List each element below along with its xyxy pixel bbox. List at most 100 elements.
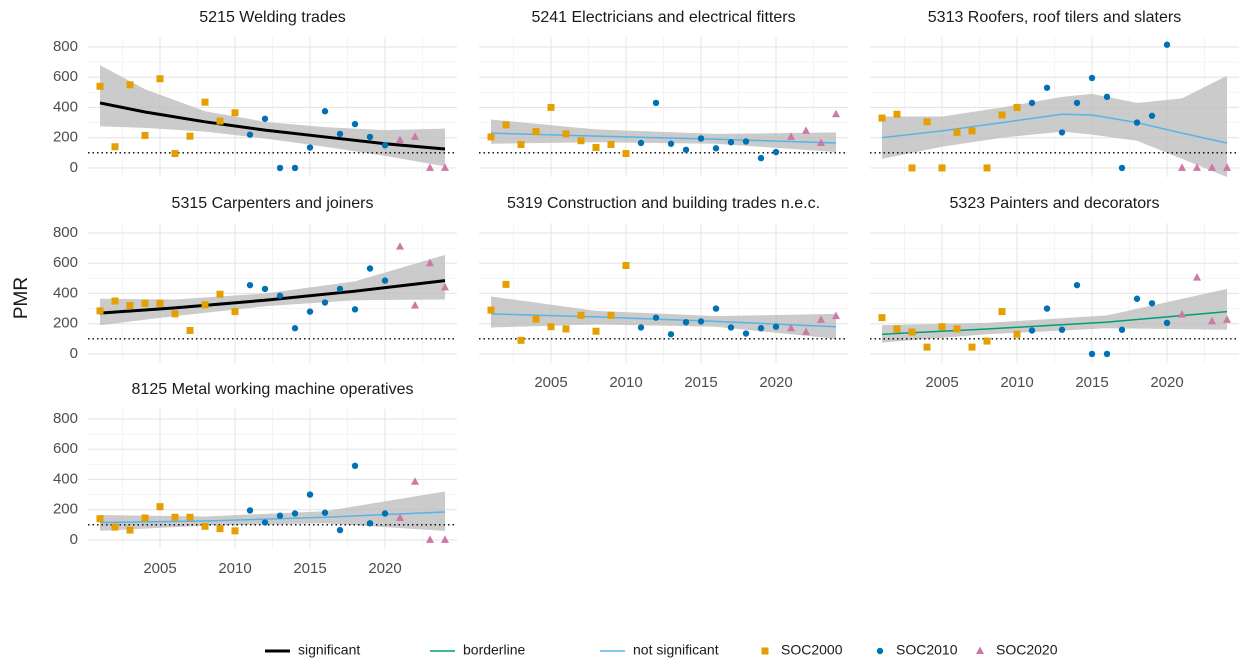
confidence-band — [491, 296, 836, 339]
point — [291, 325, 299, 332]
point — [1163, 41, 1171, 48]
point — [396, 242, 404, 250]
point — [1088, 74, 1096, 82]
point — [908, 328, 916, 336]
point — [832, 109, 840, 118]
point — [321, 108, 329, 115]
point — [1178, 310, 1186, 318]
point — [667, 140, 675, 147]
point — [923, 118, 931, 126]
point — [772, 148, 780, 156]
y-tick-label: 400 — [53, 284, 78, 301]
point — [682, 146, 690, 153]
legend-label: SOC2020 — [996, 642, 1058, 658]
point — [306, 308, 314, 315]
point — [366, 520, 374, 527]
y-tick-label: 400 — [53, 470, 78, 487]
point — [697, 318, 705, 325]
y-tick-label: 200 — [53, 129, 78, 146]
point — [727, 324, 735, 331]
point — [276, 292, 284, 299]
point — [1133, 119, 1141, 126]
point — [1103, 93, 1111, 101]
x-tick-label: 2010 — [609, 374, 642, 391]
point — [772, 323, 780, 330]
point — [817, 138, 825, 146]
point — [426, 535, 434, 543]
x-tick-label: 2015 — [293, 560, 326, 577]
point — [592, 327, 600, 335]
point — [111, 523, 119, 531]
point — [652, 314, 660, 321]
point — [261, 519, 269, 526]
point — [396, 513, 404, 522]
point — [1163, 319, 1171, 327]
point — [998, 308, 1006, 316]
point — [893, 110, 901, 118]
point — [682, 318, 690, 326]
point — [1148, 300, 1156, 307]
point — [141, 131, 149, 139]
point — [487, 133, 495, 141]
y-axis-label: PMR — [11, 277, 32, 319]
y-tick-label: 800 — [53, 224, 78, 241]
point — [1193, 163, 1201, 171]
point — [1193, 273, 1201, 281]
point — [141, 299, 149, 307]
point — [983, 164, 991, 172]
point — [306, 144, 314, 151]
x-tick-label: 2005 — [143, 560, 176, 577]
x-tick-label: 2005 — [534, 374, 567, 391]
point — [186, 326, 194, 334]
y-tick-label: 200 — [53, 315, 78, 332]
point — [547, 323, 555, 331]
point — [998, 111, 1006, 119]
point — [953, 128, 961, 136]
point — [276, 164, 284, 172]
point — [351, 306, 359, 313]
y-tick-label: 0 — [70, 159, 78, 176]
point — [667, 331, 675, 338]
point — [201, 522, 209, 530]
point — [517, 336, 525, 344]
point — [592, 144, 600, 152]
point — [1043, 84, 1051, 91]
point — [111, 297, 119, 305]
point — [396, 135, 404, 143]
point — [712, 305, 720, 312]
point — [351, 462, 359, 470]
point — [96, 307, 104, 315]
point — [742, 330, 750, 337]
point — [953, 325, 961, 333]
point — [878, 314, 886, 322]
point — [1118, 164, 1126, 172]
y-tick-label: 600 — [53, 440, 78, 457]
point — [502, 280, 510, 288]
point — [1028, 327, 1036, 334]
point — [1058, 326, 1066, 333]
legend-label: borderline — [463, 642, 525, 658]
point — [156, 299, 164, 307]
point — [366, 265, 374, 272]
point — [1058, 129, 1066, 136]
point — [291, 164, 299, 172]
confidence-band — [882, 75, 1227, 177]
point — [186, 132, 194, 140]
point — [126, 526, 134, 534]
y-tick-label: 400 — [53, 98, 78, 115]
trend-line — [99, 279, 446, 315]
point — [171, 513, 179, 521]
point — [261, 285, 269, 293]
point — [246, 507, 254, 514]
panel-title: 5241 Electricians and electrical fitters — [531, 9, 795, 26]
y-tick-label: 600 — [53, 254, 78, 271]
point — [1073, 281, 1081, 289]
x-tick-label: 2015 — [684, 374, 717, 391]
point — [607, 140, 615, 148]
point — [441, 163, 449, 171]
y-tick-label: 600 — [53, 68, 78, 85]
point — [517, 140, 525, 148]
point — [622, 150, 630, 158]
point — [441, 535, 449, 543]
panel-title: 5323 Painters and decorators — [950, 195, 1160, 212]
